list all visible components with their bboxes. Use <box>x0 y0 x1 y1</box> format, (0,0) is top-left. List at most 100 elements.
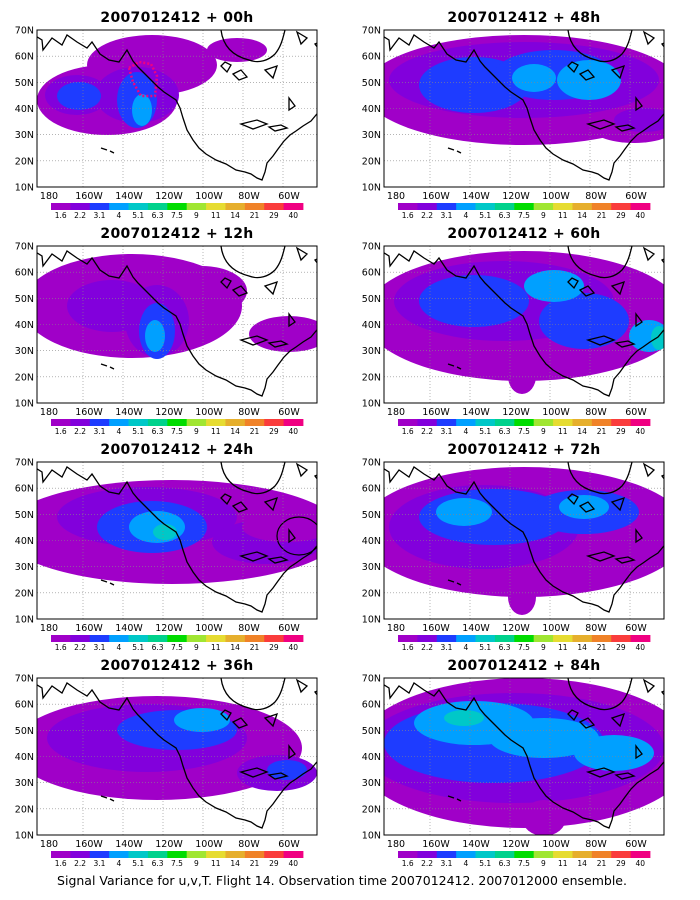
colorbar-label: 11 <box>211 643 221 652</box>
lon-tick-label: 80W <box>238 407 260 418</box>
lon-tick-label: 160W <box>422 191 450 202</box>
lat-tick-label: 70N <box>15 26 34 37</box>
colorbar-swatch <box>264 635 285 642</box>
colorbar-swatch <box>475 419 496 426</box>
colorbar: 1.6 2.2 3.1 4 5.1 6.3 7.5 9 11 14 21 29 40 <box>398 203 651 220</box>
colorbar-label: 11 <box>558 643 568 652</box>
colorbar-swatch <box>186 203 207 210</box>
colorbar-label: 29 <box>616 427 626 436</box>
colorbar-swatch <box>611 635 632 642</box>
colorbar-label: 7.5 <box>171 427 183 436</box>
variance-contour <box>419 275 529 327</box>
colorbar-label: 4 <box>116 859 121 868</box>
colorbar-swatch <box>514 635 535 642</box>
lat-tick-label: 50N <box>15 78 34 89</box>
colorbar-swatch <box>591 851 612 858</box>
colorbar-label: 2.2 <box>74 427 86 436</box>
lat-tick-label: 50N <box>362 78 381 89</box>
colorbar-label: 14 <box>230 859 240 868</box>
colorbar-label: 9 <box>541 211 546 220</box>
colorbar-swatch <box>167 419 188 426</box>
lon-tick-label: 100W <box>542 191 570 202</box>
panel-title: 2007012412 + 36h <box>100 658 253 674</box>
lat-tick-label: 60N <box>15 268 34 279</box>
lat-tick-label: 70N <box>15 674 34 685</box>
variance-contour <box>508 358 536 394</box>
variance-contour <box>559 495 609 519</box>
colorbar-swatch <box>436 635 457 642</box>
panel-title: 2007012412 + 72h <box>447 442 600 458</box>
lon-tick-label: 140W <box>462 407 490 418</box>
colorbar-label: 29 <box>616 643 626 652</box>
colorbar-swatch <box>456 203 476 210</box>
colorbar: 1.6 2.2 3.1 4 5.1 6.3 7.5 9 11 14 21 29 40 <box>398 635 651 652</box>
colorbar-swatch <box>225 203 246 210</box>
colorbar-swatch <box>186 635 207 642</box>
colorbar-swatch <box>572 851 593 858</box>
colorbar-label: 4 <box>116 643 121 652</box>
colorbar-label: 21 <box>250 643 260 652</box>
lon-tick-label: 100W <box>195 839 223 850</box>
colorbar-label: 5.1 <box>132 643 144 652</box>
lon-tick-label: 140W <box>462 191 490 202</box>
colorbar-swatch <box>51 851 71 858</box>
colorbar-label: 9 <box>541 859 546 868</box>
colorbar-label: 3.1 <box>440 211 452 220</box>
lon-tick-label: 160W <box>422 407 450 418</box>
lat-tick-label: 50N <box>362 510 381 521</box>
colorbar-label: 14 <box>230 643 240 652</box>
variance-contour <box>508 579 536 615</box>
lon-tick-label: 100W <box>542 407 570 418</box>
colorbar-swatch <box>70 203 91 210</box>
variance-contour <box>174 708 230 732</box>
lat-tick-label: 30N <box>362 562 381 573</box>
variance-contour <box>557 60 621 100</box>
colorbar-swatch <box>225 419 246 426</box>
lat-tick-label: 10N <box>15 183 34 194</box>
variance-contour <box>57 82 101 110</box>
panel-map: 70N 60N 50N 40N 30N 20N 10N 180 160W 140W 120W 100W… <box>362 674 665 850</box>
colorbar-label: 5.1 <box>479 859 491 868</box>
lon-tick-label: 180 <box>387 191 405 202</box>
colorbar-label: 7.5 <box>171 643 183 652</box>
colorbar-swatch <box>186 851 207 858</box>
colorbar-swatch <box>206 851 226 858</box>
lat-tick-label: 40N <box>362 752 381 763</box>
colorbar-swatch <box>147 203 168 210</box>
colorbar-swatch <box>494 851 515 858</box>
colorbar: 1.6 2.2 3.1 4 5.1 6.3 7.5 9 11 14 21 29 40 <box>51 851 304 868</box>
colorbar-label: 1.6 <box>402 211 414 220</box>
colorbar-swatch <box>206 203 226 210</box>
colorbar-label: 3.1 <box>93 427 105 436</box>
lat-tick-label: 50N <box>15 510 34 521</box>
map-frame <box>383 29 665 188</box>
colorbar-swatch <box>89 851 110 858</box>
colorbar-label: 2.2 <box>421 643 433 652</box>
map-frame <box>36 29 318 188</box>
colorbar-swatch <box>572 419 593 426</box>
lon-tick-label: 120W <box>155 839 183 850</box>
map-frame <box>36 461 318 620</box>
colorbar-swatch <box>494 419 515 426</box>
colorbar-label: 21 <box>250 427 260 436</box>
colorbar-label: 7.5 <box>518 859 530 868</box>
colorbar-label: 2.2 <box>421 427 433 436</box>
colorbar-swatch <box>70 635 91 642</box>
lon-tick-label: 140W <box>115 623 143 634</box>
panel-title: 2007012412 + 60h <box>447 226 600 242</box>
colorbar-swatch <box>591 203 612 210</box>
colorbar-label: 2.2 <box>74 643 86 652</box>
colorbar-swatch <box>283 419 304 426</box>
colorbar-label: 4 <box>463 643 468 652</box>
colorbar-swatch <box>89 203 110 210</box>
lon-tick-label: 180 <box>387 407 405 418</box>
colorbar-label: 40 <box>289 427 299 436</box>
variance-contour <box>145 320 165 352</box>
colorbar-label: 11 <box>558 211 568 220</box>
colorbar-label: 5.1 <box>132 427 144 436</box>
colorbar-swatch <box>128 203 149 210</box>
colorbar-swatch <box>417 203 438 210</box>
colorbar-swatch <box>109 851 129 858</box>
lat-tick-label: 20N <box>362 156 381 167</box>
colorbar-label: 11 <box>558 427 568 436</box>
